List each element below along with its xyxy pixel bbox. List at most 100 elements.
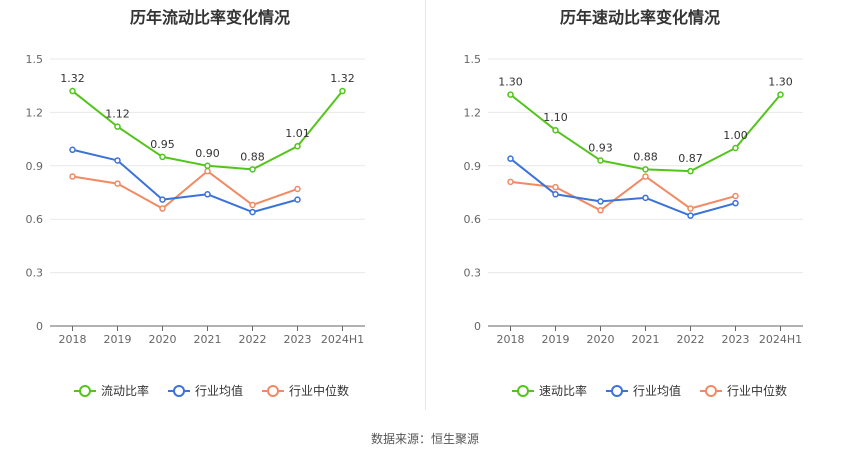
series-line — [509, 157, 736, 217]
data-point — [597, 198, 604, 205]
x-tick-label: 2023 — [722, 333, 750, 346]
legend-label: 行业中位数 — [727, 383, 787, 398]
data-point — [114, 180, 121, 187]
data-point — [114, 157, 121, 164]
y-tick-label: 1.5 — [464, 53, 482, 66]
x-tick-label: 2019 — [104, 333, 132, 346]
legend-label: 行业均值 — [633, 383, 681, 398]
x-tick-label: 2021 — [632, 333, 660, 346]
data-label: 1.12 — [105, 108, 130, 121]
x-tick-label: 2018 — [497, 333, 525, 346]
data-label: 0.87 — [678, 152, 703, 165]
legend-label: 速动比率 — [539, 383, 587, 398]
data-point — [204, 191, 211, 198]
data-point — [687, 212, 694, 219]
data-label: 1.32 — [330, 72, 355, 85]
data-point — [552, 183, 559, 191]
panel-divider — [425, 0, 426, 410]
data-point — [732, 144, 739, 152]
legend-marker — [267, 385, 279, 397]
data-point — [249, 201, 256, 209]
y-tick-label: 0.9 — [464, 160, 482, 173]
data-label: 0.93 — [588, 141, 613, 154]
x-tick-label: 2022 — [239, 333, 267, 346]
data-point — [249, 166, 256, 173]
legend-label: 行业均值 — [195, 383, 243, 398]
x-tick-label: 2021 — [194, 333, 222, 346]
data-point — [114, 123, 121, 130]
legend-marker — [173, 385, 185, 397]
x-tick-label: 2020 — [149, 333, 177, 346]
chart-title-current-ratio: 历年流动比率变化情况 — [129, 8, 290, 27]
series-line — [510, 175, 736, 212]
data-point — [507, 91, 514, 98]
data-label: 0.90 — [195, 147, 220, 160]
chart-title-quick-ratio: 历年速动比率变化情况 — [559, 8, 720, 27]
data-label: 0.88 — [240, 150, 265, 163]
series-line — [72, 170, 298, 210]
data-point — [294, 196, 301, 203]
quick-ratio-chart: 0 0.3 0.6 0.9 1.2 1.5 2018 2019 2020 2021 2022 2023… — [464, 53, 803, 398]
x-tick-label: 2020 — [587, 333, 615, 346]
data-point — [642, 173, 649, 180]
x-tick-label: 2019 — [542, 333, 570, 346]
data-label: 1.00 — [723, 129, 748, 142]
x-tick-label: 2022 — [677, 333, 705, 346]
y-tick-label: 0.9 — [26, 160, 44, 173]
series-line — [72, 148, 298, 214]
data-point — [69, 87, 76, 95]
data-point — [642, 166, 649, 173]
data-point — [552, 191, 559, 198]
y-tick-label: 0 — [36, 320, 43, 333]
y-tick-label: 0.3 — [26, 267, 44, 280]
data-point — [204, 162, 211, 170]
y-tick-label: 0.6 — [26, 213, 44, 226]
legend-marker — [517, 385, 529, 397]
data-point — [69, 146, 76, 154]
y-tick-label: 0.3 — [464, 267, 482, 280]
data-label: 1.30 — [498, 76, 523, 89]
data-source-label: 数据来源： — [370, 432, 431, 446]
data-source-name: 恒生聚源 — [431, 432, 480, 446]
data-point — [249, 208, 256, 216]
data-point — [507, 178, 514, 186]
legend-marker — [611, 385, 623, 397]
data-source: 数据来源：恒生聚源 — [0, 430, 850, 447]
data-point — [294, 142, 301, 150]
x-tick-label: 2018 — [59, 333, 87, 346]
legend-marker — [79, 385, 91, 397]
legend-label: 行业中位数 — [289, 383, 349, 398]
data-point — [687, 205, 694, 212]
data-point — [69, 173, 76, 180]
data-point — [732, 199, 739, 207]
y-tick-label: 1.2 — [26, 106, 44, 119]
x-tick-label: 2024H1 — [321, 333, 364, 346]
data-point — [159, 196, 166, 203]
data-point — [732, 192, 739, 200]
x-tick-label: 2023 — [284, 333, 312, 346]
data-label: 1.10 — [543, 111, 568, 124]
y-tick-label: 0.6 — [464, 213, 482, 226]
data-label: 1.32 — [60, 72, 85, 85]
data-point — [552, 126, 559, 134]
legend-marker — [705, 385, 717, 397]
y-tick-label: 1.5 — [26, 53, 44, 66]
data-point — [294, 185, 301, 193]
data-point — [777, 91, 784, 98]
data-point — [642, 194, 649, 202]
data-point — [597, 207, 604, 214]
current-ratio-chart: 0 0.3 0.6 0.9 1.2 1.5 2018 2019 2020 2021 2022 2023… — [26, 53, 365, 398]
y-tick-label: 1.2 — [464, 106, 482, 119]
data-point — [687, 167, 694, 175]
data-point — [507, 155, 514, 162]
data-point — [339, 87, 346, 95]
data-label: 0.95 — [150, 138, 175, 151]
y-tick-label: 0 — [474, 320, 481, 333]
data-label: 1.30 — [768, 76, 793, 89]
data-label: 1.01 — [285, 127, 310, 140]
x-tick-label: 2024H1 — [759, 333, 802, 346]
data-point — [159, 153, 166, 161]
data-point — [159, 205, 166, 212]
legend-label: 流动比率 — [101, 383, 149, 398]
data-point — [597, 157, 604, 164]
